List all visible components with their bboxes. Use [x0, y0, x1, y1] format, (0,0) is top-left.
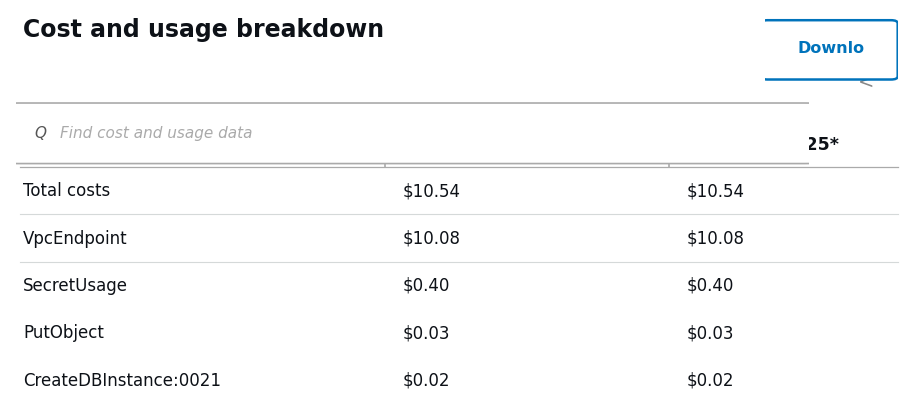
Text: SecretUsage: SecretUsage	[23, 277, 128, 295]
Text: $0.03: $0.03	[687, 324, 735, 342]
Text: February 2025*: February 2025*	[687, 136, 839, 154]
Text: $10.54: $10.54	[687, 182, 745, 200]
Text: Downlo: Downlo	[798, 41, 865, 56]
Text: Cost and usage breakdown: Cost and usage breakdown	[23, 18, 384, 42]
Text: Total costs: Total costs	[23, 182, 110, 200]
Text: $10.08: $10.08	[403, 230, 461, 247]
FancyBboxPatch shape	[761, 20, 898, 79]
FancyBboxPatch shape	[0, 103, 836, 164]
Text: CreateDBInstance:0021: CreateDBInstance:0021	[23, 372, 221, 390]
Text: $0.40: $0.40	[687, 277, 735, 295]
Text: API operation total: API operation total	[403, 136, 589, 154]
Text: Find cost and usage data: Find cost and usage data	[60, 126, 253, 141]
Text: API operation: API operation	[23, 136, 157, 154]
Text: $0.02: $0.02	[687, 372, 735, 390]
Text: PutObject: PutObject	[23, 324, 104, 342]
Text: $0.02: $0.02	[403, 372, 451, 390]
Text: VpcEndpoint: VpcEndpoint	[23, 230, 127, 247]
Text: <: <	[857, 73, 874, 92]
Text: $10.54: $10.54	[403, 182, 461, 200]
Text: $0.03: $0.03	[403, 324, 451, 342]
Text: $0.40: $0.40	[403, 277, 451, 295]
Text: $10.08: $10.08	[687, 230, 745, 247]
Text: Q: Q	[34, 126, 46, 141]
